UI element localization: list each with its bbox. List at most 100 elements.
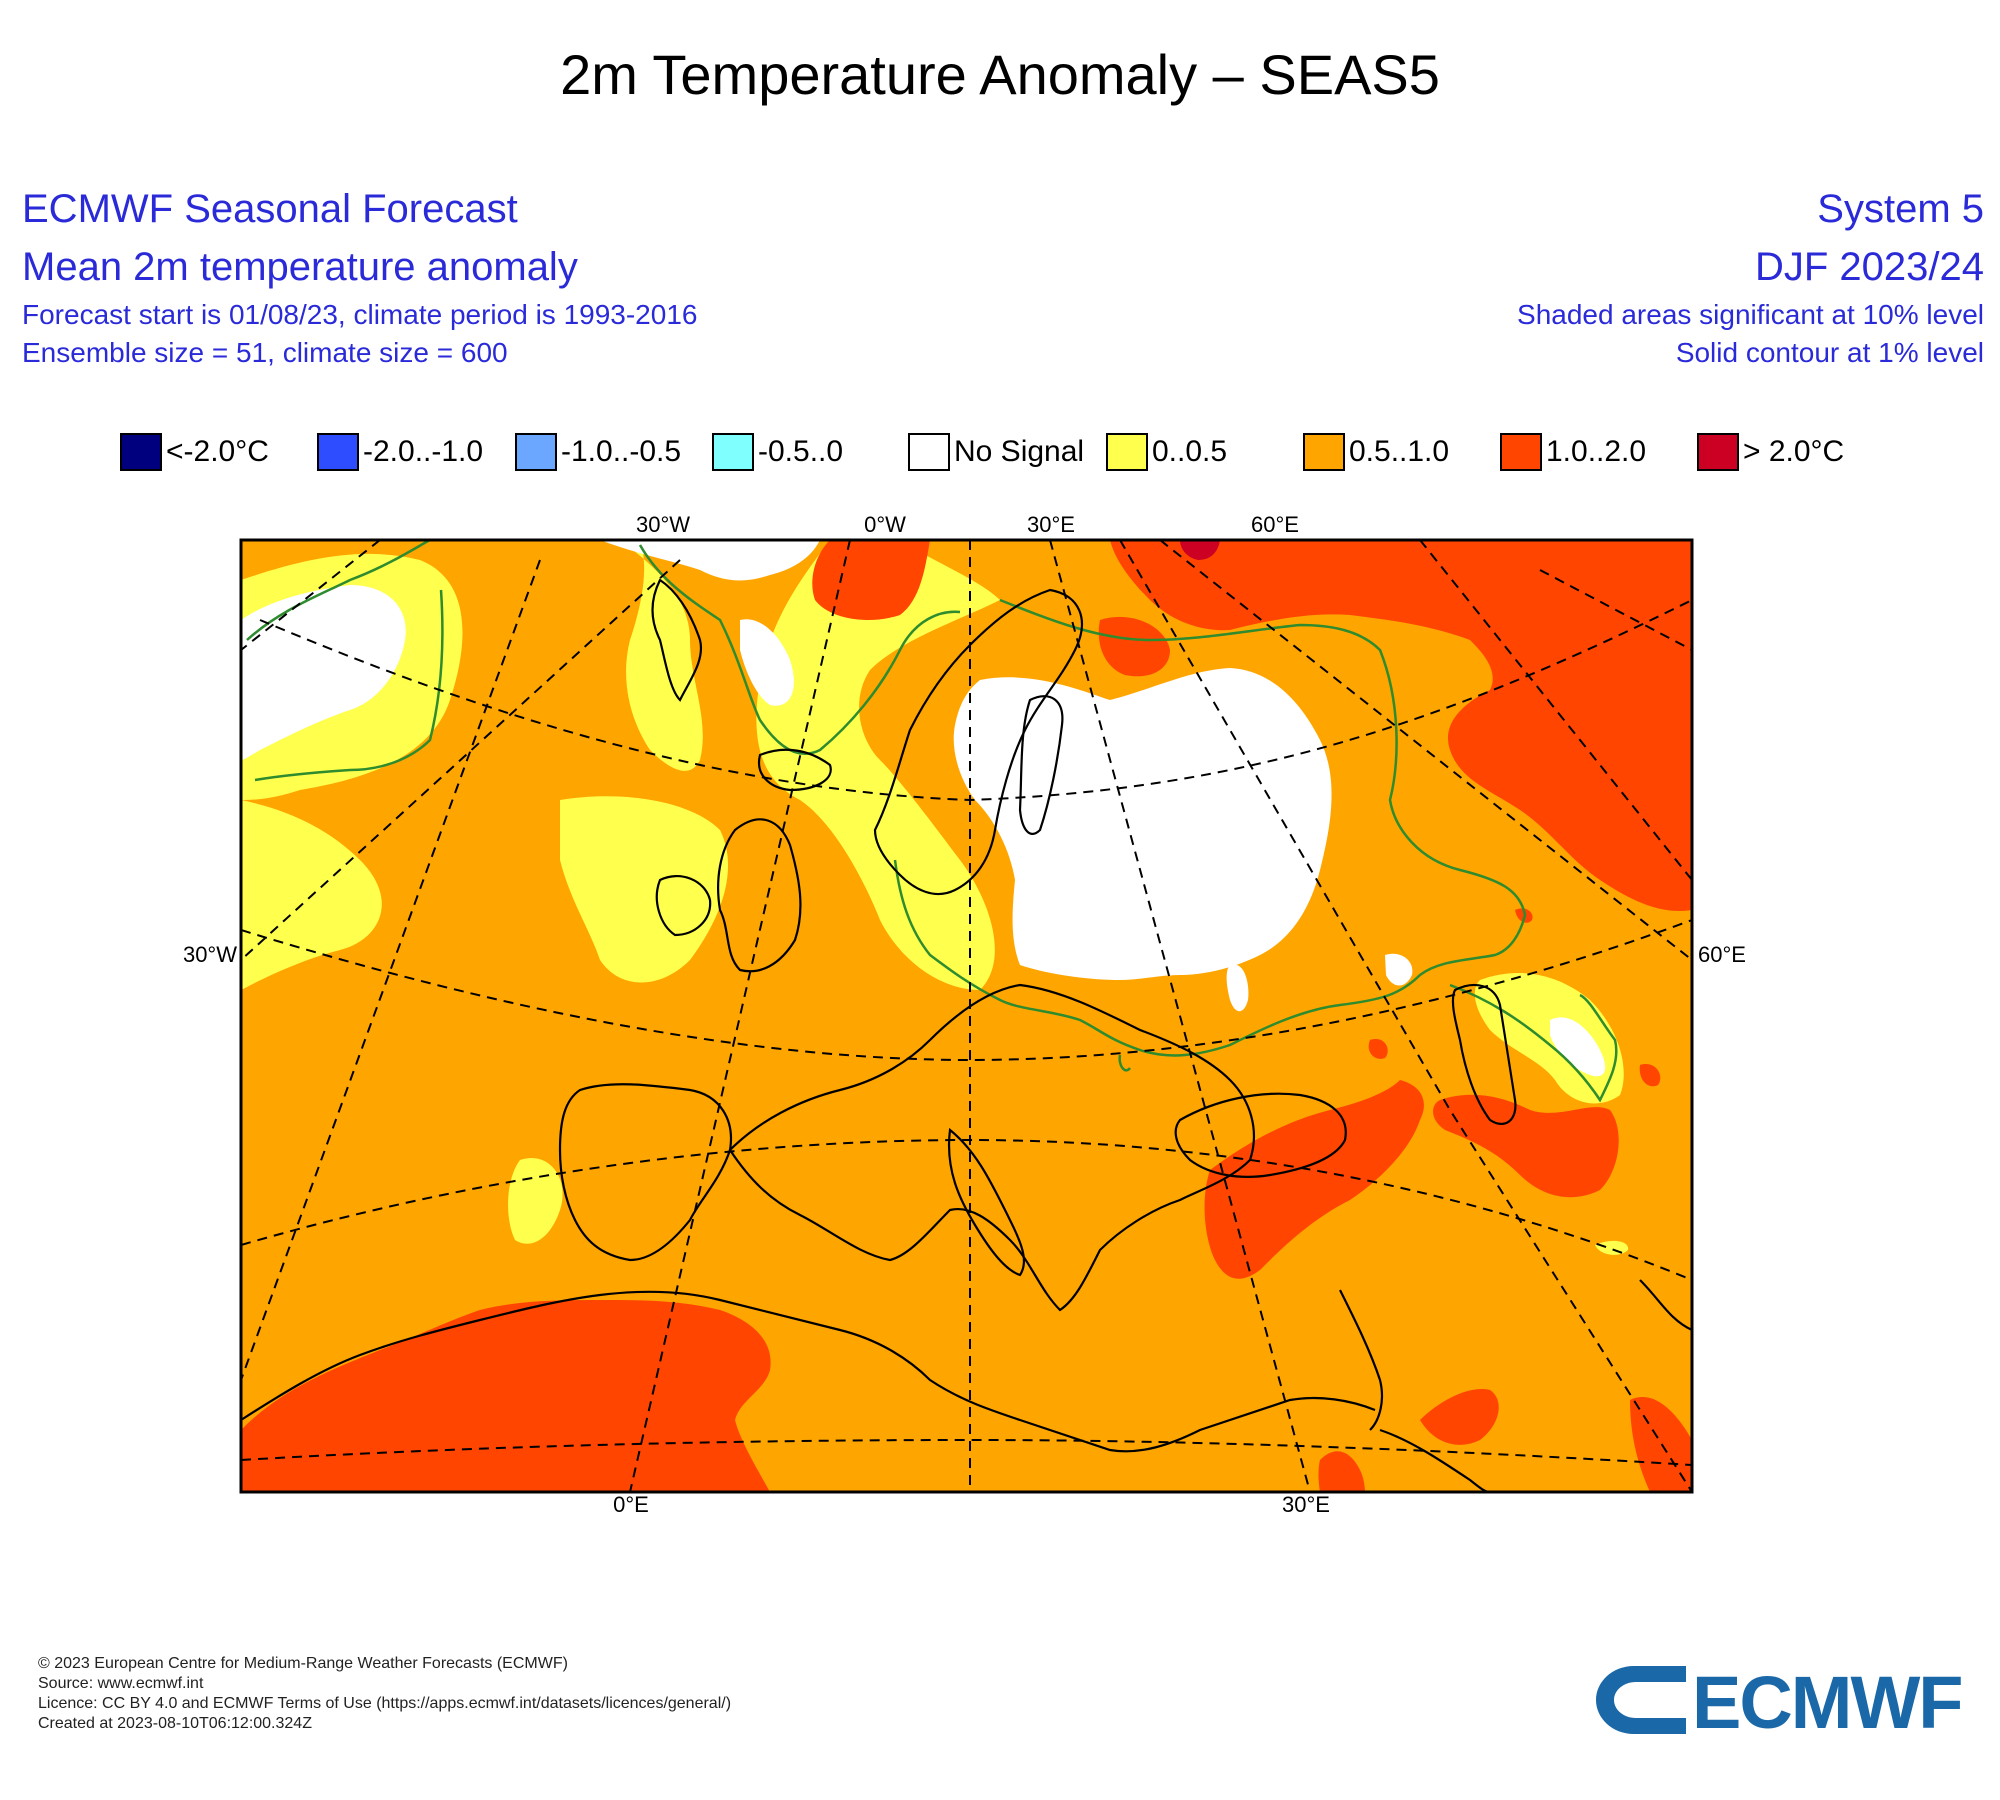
- no-signal-caspian: [1550, 1017, 1606, 1077]
- footer-licence: Licence: CC BY 4.0 and ECMWF Terms of Us…: [38, 1695, 732, 1712]
- legend-label: No Signal: [954, 435, 1085, 468]
- legend-label: -1.0..-0.5: [561, 435, 682, 468]
- no-signal-arctic-strip: [740, 619, 794, 706]
- legend-swatch: [120, 433, 162, 471]
- coast-levant: [1339, 1289, 1384, 1431]
- header-ensemble-size: Ensemble size = 51, climate size = 600: [22, 337, 508, 368]
- ecmwf-logo: ECMWF: [1596, 1661, 1964, 1740]
- extreme-anomaly-barents: [1180, 540, 1220, 560]
- header-forecast-start: Forecast start is 01/08/23, climate peri…: [22, 299, 698, 330]
- graticule-parallel: [241, 1438, 1692, 1466]
- coast-caspian: [1451, 983, 1517, 1125]
- legend-swatch: [1697, 433, 1739, 471]
- logo-mark-outer: [1596, 1666, 1686, 1734]
- graticule-meridian: [241, 540, 381, 651]
- graticule-parallel: [241, 919, 1692, 1062]
- strong-anomaly-north-sea: [812, 540, 930, 620]
- footer-created: Created at 2023-08-10T06:12:00.324Z: [38, 1715, 312, 1732]
- strong-anomaly-mideast-small: [1368, 1039, 1388, 1059]
- top-label-0w: 0°W: [864, 512, 906, 537]
- coast-italy: [948, 1127, 1025, 1277]
- graticule-meridian: [1119, 540, 1692, 1492]
- coast-british-isles: [717, 818, 802, 973]
- coast-finland: [1018, 695, 1064, 835]
- legend-label: 1.0..2.0: [1546, 435, 1647, 468]
- color-legend: <-2.0°C -2.0..-1.0 -1.0..-0.5 -0.5..0 No…: [0, 430, 2000, 474]
- coast-black-sea: [1174, 1092, 1347, 1178]
- legend-item-0-05: 0..0.5: [1106, 430, 1227, 474]
- strong-anomaly-kola: [1098, 616, 1170, 677]
- footer: © 2023 European Centre for Medium-Range …: [38, 1654, 731, 1734]
- bottom-label-30e: 30°E: [1282, 1492, 1330, 1517]
- legend-item-no-signal: No Signal: [908, 430, 1084, 474]
- legend-label: 0..0.5: [1152, 435, 1228, 468]
- coastlines: [241, 578, 1692, 1492]
- strong-anomaly-caspian-east: [1639, 1064, 1661, 1087]
- legend-swatch: [515, 433, 557, 471]
- coast-north-africa: [241, 1290, 1376, 1453]
- right-label-60e: 60°E: [1698, 942, 1746, 967]
- weak-anomaly-norwegian-sea: [620, 540, 1000, 990]
- graticule-meridian: [241, 559, 681, 961]
- strong-anomaly-barents: [1110, 540, 1692, 911]
- legend-item-minus1-minus05: -1.0..-0.5: [515, 430, 681, 474]
- legend-item-gt-2: > 2.0°C: [1697, 430, 1844, 474]
- weak-anomaly-british-isles: [560, 796, 729, 983]
- legend-label: <-2.0°C: [166, 435, 269, 468]
- legend-label: 0.5..1.0: [1349, 435, 1450, 468]
- header-significance: Shaded areas significant at 10% level: [1517, 299, 1984, 330]
- graticule-meridian: [1539, 569, 1692, 651]
- left-label-30w: 30°W: [183, 942, 237, 967]
- coast-ireland: [655, 875, 712, 937]
- footer-copyright: © 2023 European Centre for Medium-Range …: [38, 1655, 568, 1672]
- legend-item-05-1: 0.5..1.0: [1303, 430, 1449, 474]
- graticule-meridian: [1159, 540, 1692, 961]
- header-season: DJF 2023/24: [1754, 245, 1984, 289]
- coast-arabia: [1379, 1428, 1491, 1492]
- graticule-meridian: [629, 540, 851, 1492]
- legend-swatch: [712, 433, 754, 471]
- logo-mark-inner: [1624, 1694, 1686, 1706]
- header-parameter: Mean 2m temperature anomaly: [22, 245, 578, 289]
- legend-item-minus05-0: -0.5..0: [712, 430, 843, 474]
- graticule: [241, 540, 1692, 1492]
- strong-anomaly-caucasus: [1204, 1080, 1424, 1279]
- coast-iceland: [757, 748, 832, 792]
- header-left: ECMWF Seasonal Forecast Mean 2m temperat…: [22, 180, 697, 372]
- strong-anomaly-turkey: [1433, 1094, 1619, 1198]
- top-label-60e: 60°E: [1251, 512, 1299, 537]
- legend-swatch: [1303, 433, 1345, 471]
- no-signal-greenland: [600, 540, 820, 581]
- coast-persian-gulf: [1639, 1279, 1692, 1332]
- top-label-30e: 30°E: [1027, 512, 1075, 537]
- legend-item-lt-minus2: <-2.0°C: [120, 430, 269, 474]
- header-contour-note: Solid contour at 1% level: [1675, 337, 1984, 368]
- legend-swatch: [1106, 433, 1148, 471]
- map-area: [241, 540, 1692, 1492]
- header-right: System 5 DJF 2023/24 Shaded areas signif…: [1517, 180, 1984, 372]
- axis-labels: 30°W 0°W 30°E 60°E 30°W 60°E 0°E 30°E: [183, 512, 1746, 1517]
- ecmwf-logo-mark: [1596, 1666, 1686, 1734]
- legend-swatch: [908, 433, 950, 471]
- coast-greenland: [651, 578, 703, 702]
- coast-scandinavia: [873, 588, 1083, 895]
- graticule-meridian: [1419, 540, 1692, 881]
- no-signal-volga: [1226, 964, 1249, 1012]
- legend-label: -0.5..0: [758, 435, 844, 468]
- header-product: ECMWF Seasonal Forecast: [22, 187, 518, 231]
- header-system: System 5: [1817, 187, 1984, 231]
- coast-europe-mainland: [558, 983, 1255, 1312]
- bottom-label-0e: 0°E: [613, 1492, 649, 1517]
- footer-source: Source: www.ecmwf.int: [38, 1675, 204, 1692]
- ecmwf-logo-text: ECMWF: [1692, 1661, 1962, 1740]
- top-label-30w: 30°W: [636, 512, 690, 537]
- strong-anomaly-egypt: [1318, 1451, 1365, 1492]
- weak-anomaly-iberia: [508, 1158, 563, 1244]
- map-frame: [239, 538, 1694, 1494]
- legend-item-minus2-minus1: -2.0..-1.0: [317, 430, 483, 474]
- significance-contour: [246, 540, 1618, 1103]
- no-signal-scandinavia-russia: [953, 668, 1332, 980]
- legend-swatch: [1500, 433, 1542, 471]
- legend-item-1-2: 1.0..2.0: [1500, 430, 1646, 474]
